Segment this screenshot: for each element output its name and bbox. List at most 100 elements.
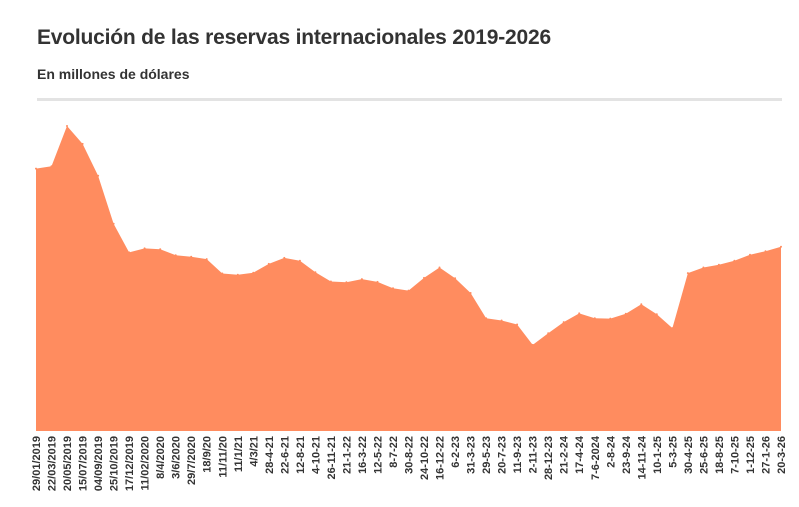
x-tick-label: 3/6/2020 (171, 436, 183, 479)
data-point (314, 271, 317, 274)
x-tick-label: 18/9/20 (202, 436, 214, 473)
x-tick-label: 22/03/2019 (47, 436, 59, 491)
x-tick-label: 22-6-21 (279, 436, 291, 474)
data-point (717, 263, 720, 266)
x-tick-label: 8/4/2020 (155, 436, 167, 479)
x-tick-label: 12-5-22 (373, 436, 385, 474)
x-tick-label: 24-10-22 (419, 436, 431, 480)
chart-subtitle: En millones de dólares (37, 66, 190, 82)
x-tick-label: 10-1-25 (652, 436, 664, 474)
x-tick-label: 14-11-24 (636, 435, 648, 479)
x-tick-label: 12-8-21 (295, 436, 307, 474)
data-point (283, 256, 286, 259)
x-tick-label: 17-4-24 (574, 435, 586, 474)
data-point (764, 250, 767, 253)
data-point (640, 303, 643, 306)
data-point (733, 259, 736, 262)
x-tick-label: 20-7-23 (497, 436, 509, 474)
data-point (81, 142, 84, 145)
data-point (609, 317, 612, 320)
data-point (547, 332, 550, 335)
x-tick-label: 7-6-2024 (590, 435, 602, 480)
data-point (143, 247, 146, 250)
data-point (671, 327, 674, 330)
data-point (174, 254, 177, 257)
x-tick-label: 2-8-24 (605, 435, 617, 468)
data-point (392, 287, 394, 290)
data-point (298, 259, 301, 262)
x-tick-label: 20/05/2019 (62, 436, 74, 491)
x-tick-label: 18-8-25 (714, 436, 726, 474)
x-tick-label: 30-4-25 (683, 436, 695, 474)
data-point (329, 280, 332, 283)
data-point (531, 343, 534, 346)
x-tick-label: 2-11-23 (528, 436, 540, 473)
data-point (236, 273, 239, 276)
x-tick-label: 6-2-23 (450, 436, 462, 468)
x-axis-labels: 29/01/2019 22/03/2019 20/05/2019 15/07/2019… (31, 435, 788, 491)
x-tick-label: 29-5-23 (481, 436, 493, 474)
title-divider (37, 98, 782, 101)
x-tick-label: 16-3-22 (357, 436, 369, 474)
data-point (702, 266, 705, 269)
x-tick-label: 16-12-22 (435, 436, 447, 480)
x-tick-label: 31-3-23 (466, 436, 478, 474)
x-tick-label: 23-9-24 (621, 435, 633, 474)
x-tick-label: 20-3-26 (776, 436, 788, 474)
x-tick-label: 30-8-22 (404, 436, 416, 474)
x-tick-label: 8-7-22 (388, 436, 400, 468)
data-point (35, 167, 37, 170)
data-point (578, 312, 581, 315)
x-tick-label: 11/1/21 (233, 436, 245, 472)
data-point (267, 262, 270, 265)
data-point (345, 281, 348, 284)
data-point (159, 248, 162, 251)
x-tick-label: 26-11-21 (326, 436, 338, 479)
x-tick-label: 21-2-24 (559, 435, 571, 474)
data-point (562, 321, 565, 324)
x-tick-label: 4-10-21 (310, 436, 322, 474)
data-point (593, 317, 596, 320)
area-layer (35, 125, 782, 431)
data-point (624, 312, 627, 315)
data-point (423, 276, 425, 279)
data-point (749, 253, 751, 256)
data-point (66, 125, 68, 127)
data-point (252, 271, 255, 274)
x-tick-label: 25/10/2019 (109, 436, 121, 491)
data-point (469, 292, 472, 294)
data-point (438, 266, 441, 269)
x-tick-label: 15/07/2019 (78, 436, 90, 491)
data-point (454, 277, 457, 280)
x-tick-label: 1-12-25 (745, 436, 757, 474)
reserves-area (36, 126, 781, 431)
data-point (655, 313, 658, 316)
data-point (50, 165, 53, 168)
x-tick-label: 25-6-25 (698, 436, 710, 474)
x-tick-label: 27-1-26 (761, 436, 773, 474)
x-tick-label: 28-12-23 (543, 436, 555, 480)
data-point (500, 319, 503, 322)
data-point (190, 255, 193, 258)
x-tick-label: 7-10-25 (729, 436, 741, 474)
data-point (376, 280, 379, 283)
x-tick-label: 4/3/21 (248, 436, 260, 467)
x-tick-label: 5-3-25 (667, 436, 679, 468)
data-point (128, 251, 131, 254)
x-tick-label: 17/12/2019 (124, 436, 136, 491)
x-tick-label: 11-9-23 (512, 436, 524, 473)
chart-title: Evolución de las reservas internacionale… (37, 26, 551, 49)
data-point (407, 289, 410, 292)
data-point (221, 272, 224, 275)
data-point (112, 222, 115, 225)
x-tick-label: 29/7/2020 (186, 436, 198, 485)
x-tick-label: 11/11/20 (217, 436, 229, 478)
data-point (360, 278, 363, 281)
data-point (780, 245, 782, 248)
data-point (97, 174, 100, 177)
data-point (205, 258, 208, 261)
x-tick-label: 28-4-21 (264, 436, 276, 474)
x-tick-label: 21-1-22 (341, 436, 353, 474)
x-tick-label: 11/02/2020 (140, 436, 152, 490)
